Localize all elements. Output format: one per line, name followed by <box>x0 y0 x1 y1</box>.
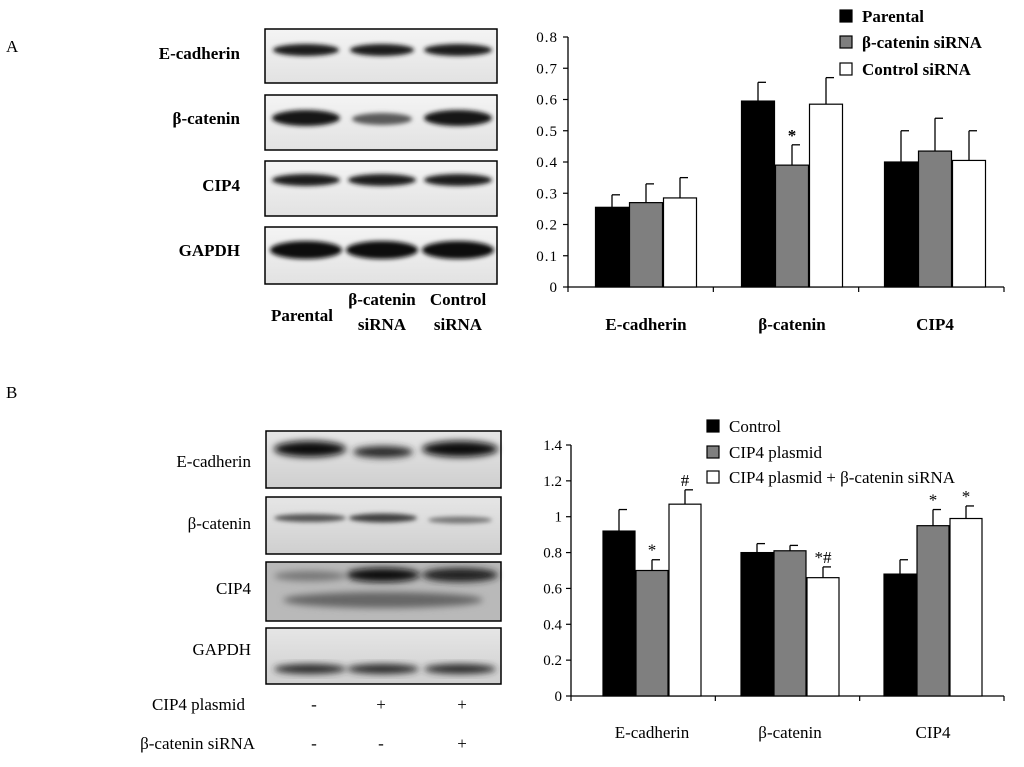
bar <box>883 161 919 288</box>
bar <box>635 569 669 697</box>
treatment-label: β-catenin siRNA <box>140 734 256 753</box>
y-tick-label: 1.2 <box>543 474 562 490</box>
y-tick-label: 0 <box>555 689 563 705</box>
treatment-sign: - <box>311 734 317 753</box>
bar <box>628 202 664 288</box>
y-tick-label: 0.4 <box>543 617 562 633</box>
y-tick-label: 0.1 <box>536 249 558 265</box>
bar <box>662 197 698 288</box>
panel-letter-a: A <box>6 37 19 56</box>
treatment-sign: + <box>376 695 386 714</box>
significance-mark: *# <box>815 548 833 567</box>
y-tick-label: 0 <box>550 280 559 296</box>
y-tick-label: 0.8 <box>543 546 562 562</box>
blot-b-row-label: β-catenin <box>188 514 252 533</box>
x-tick-label: β-catenin <box>758 315 826 334</box>
blot-a-row-label: CIP4 <box>202 176 240 195</box>
bar <box>916 525 950 697</box>
legend-label: CIP4 plasmid <box>729 443 823 462</box>
x-tick-label: E-cadherin <box>615 723 690 742</box>
significance-mark: * <box>929 491 938 510</box>
blot-a-lane-label: Parental <box>271 306 333 325</box>
legend-swatch <box>839 62 853 76</box>
bar <box>806 577 840 697</box>
legend-swatch <box>839 35 853 49</box>
blot-a: E-cadherin β-catenin CIP4 GAPDH <box>159 28 498 334</box>
bar <box>740 100 776 288</box>
y-tick-label: 0.4 <box>536 155 558 171</box>
bar <box>668 503 702 697</box>
bar <box>602 530 636 697</box>
treatment-label: CIP4 plasmid <box>152 695 246 714</box>
treatment-sign: - <box>311 695 317 714</box>
legend-label: β-catenin siRNA <box>862 33 983 52</box>
x-tick-label: E-cadherin <box>605 315 687 334</box>
legend-label: Control siRNA <box>862 60 971 79</box>
treatment-sign: + <box>457 734 467 753</box>
blot-strip <box>265 627 502 685</box>
y-tick-label: 1 <box>555 510 563 526</box>
bar <box>949 517 983 697</box>
blot-strip <box>265 496 502 555</box>
y-tick-label: 0.6 <box>543 581 562 597</box>
legend-label: Control <box>729 417 781 436</box>
bar <box>773 550 807 697</box>
blot-strip <box>264 160 498 217</box>
blot-b: E-cadherin β-catenin CIP4 GAPDH <box>140 430 502 753</box>
bar-chart-b: 0 0.2 0.4 0.6 0.8 1 1.2 1.4 E-cadherin β-catenin C… <box>543 417 1005 742</box>
y-tick-label: 0.2 <box>543 653 562 669</box>
x-tick-label: CIP4 <box>916 723 951 742</box>
bar-chart-a: 0 0.1 0.2 0.3 0.4 0.5 0.6 0.7 0.8 E-cadherin β-cat… <box>536 7 1005 334</box>
y-tick-label: 1.4 <box>543 438 562 454</box>
treatment-sign: - <box>378 734 384 753</box>
blot-strip <box>265 561 502 622</box>
blot-strip <box>264 226 498 285</box>
significance-mark: * <box>962 487 971 506</box>
treatment-sign: + <box>457 695 467 714</box>
bar <box>951 159 987 288</box>
legend-label: CIP4 plasmid + β-catenin siRNA <box>729 468 956 487</box>
blot-b-row-label: CIP4 <box>216 579 251 598</box>
y-tick-label: 0.5 <box>536 124 558 140</box>
y-tick-label: 0.3 <box>536 186 558 202</box>
bar <box>883 573 917 697</box>
y-tick-label: 0.2 <box>536 218 558 234</box>
bar <box>808 103 844 288</box>
bar <box>594 206 630 288</box>
y-tick-label: 0.8 <box>536 30 558 46</box>
y-tick-label: 0.6 <box>536 93 558 109</box>
blot-a-row-label: E-cadherin <box>159 44 241 63</box>
blot-b-row-label: GAPDH <box>192 640 251 659</box>
bar <box>917 150 953 288</box>
blot-a-lane-label: β-catenin <box>348 290 416 309</box>
legend-swatch <box>706 470 720 484</box>
panel-letter-b: B <box>6 383 17 402</box>
legend-swatch <box>706 419 720 433</box>
blot-a-row-label: GAPDH <box>179 241 240 260</box>
bar <box>740 551 774 697</box>
blot-a-lane-label: siRNA <box>358 315 407 334</box>
blot-a-row-label: β-catenin <box>172 109 240 128</box>
blot-a-lane-label: siRNA <box>434 315 483 334</box>
significance-mark: # <box>681 471 690 490</box>
bar <box>774 164 810 288</box>
legend-label: Parental <box>862 7 924 26</box>
y-tick-label: 0.7 <box>536 61 558 77</box>
x-tick-label: CIP4 <box>916 315 954 334</box>
blot-strip <box>264 28 498 84</box>
significance-mark: * <box>648 541 657 560</box>
blot-strip <box>264 94 498 151</box>
legend-swatch <box>706 445 720 459</box>
blot-strip <box>265 430 502 489</box>
x-tick-label: β-catenin <box>758 723 822 742</box>
blot-a-lane-label: Control <box>430 290 487 309</box>
blot-b-row-label: E-cadherin <box>176 452 251 471</box>
legend-swatch <box>839 9 853 23</box>
significance-mark: * <box>788 126 797 145</box>
